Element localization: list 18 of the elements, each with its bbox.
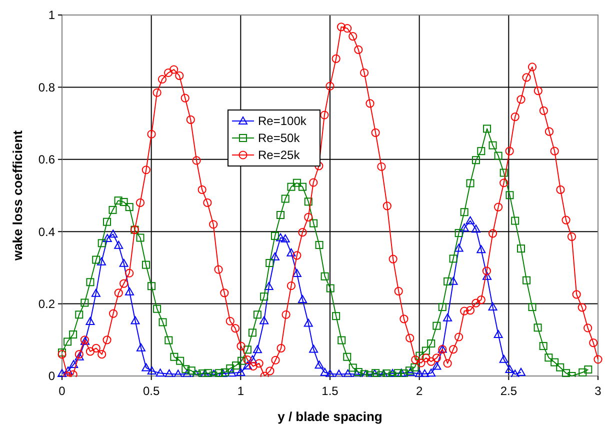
legend-label: Re=25k bbox=[258, 148, 301, 162]
x-tick-label: 3 bbox=[594, 384, 602, 398]
x-tick-label: 2.5 bbox=[500, 384, 518, 398]
x-tick-label: 2 bbox=[416, 384, 423, 398]
y-axis-title: wake loss coefficient bbox=[10, 130, 25, 262]
legend-label: Re=50k bbox=[258, 131, 301, 146]
y-tick-label: 1 bbox=[48, 8, 56, 22]
x-axis-title: y / blade spacing bbox=[278, 409, 382, 424]
x-tick-label: 1 bbox=[237, 384, 244, 398]
x-tick-label: 0.5 bbox=[142, 384, 160, 398]
x-tick-label: 0 bbox=[58, 384, 66, 398]
legend-label: Re=100k bbox=[258, 114, 308, 128]
y-tick-label: 0.2 bbox=[38, 297, 56, 311]
y-tick-label: 0.4 bbox=[38, 224, 56, 239]
y-tick-label: 0.6 bbox=[38, 152, 56, 167]
y-tick-label: 0.8 bbox=[38, 80, 56, 94]
y-tick-label: 0 bbox=[48, 369, 56, 384]
x-tick-label: 1.5 bbox=[322, 384, 339, 398]
